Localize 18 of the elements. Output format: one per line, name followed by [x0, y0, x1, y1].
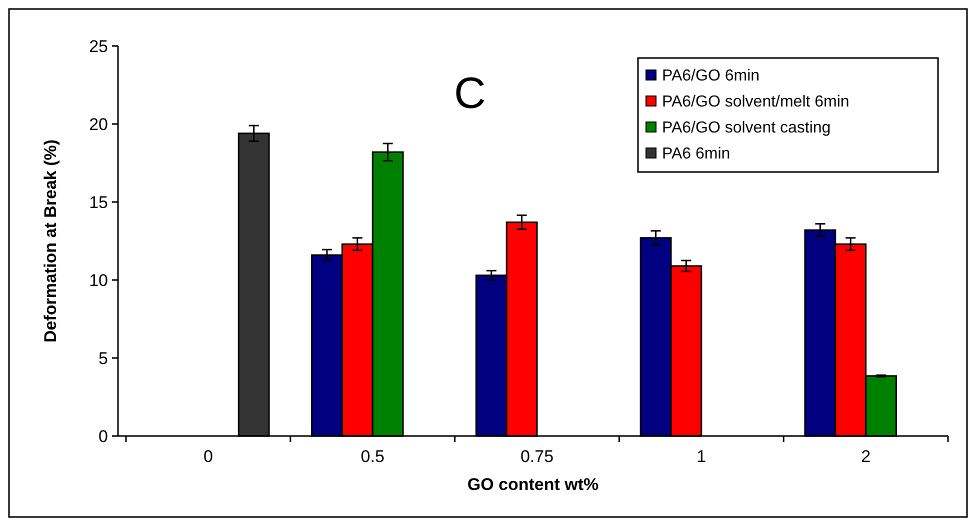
y-tick-label: 15	[89, 192, 108, 212]
y-tick-label: 20	[89, 114, 108, 134]
text: C	[454, 69, 486, 118]
legend-label: PA6/GO solvent casting	[662, 120, 831, 137]
x-tick-label: 2	[861, 447, 871, 466]
legend-label: PA6 6min	[662, 146, 730, 163]
x-tick-label: 0	[203, 447, 213, 466]
x-axis-title: GO content wt%	[467, 475, 599, 494]
legend-label: PA6/GO 6min	[662, 68, 760, 85]
y-tick-label: 0	[98, 426, 108, 446]
legend-label: PA6/GO solvent/melt 6min	[662, 94, 850, 111]
x-tick-label: 0.5	[360, 447, 384, 466]
x-tick-label: 0.75	[520, 447, 554, 466]
y-tick-label: 10	[89, 270, 108, 290]
y-tick-label: 25	[89, 36, 108, 56]
x-tick-label: 1	[696, 447, 706, 466]
y-tick-label: 5	[98, 348, 108, 368]
y-axis-title: Deformation at Break (%)	[41, 139, 60, 343]
